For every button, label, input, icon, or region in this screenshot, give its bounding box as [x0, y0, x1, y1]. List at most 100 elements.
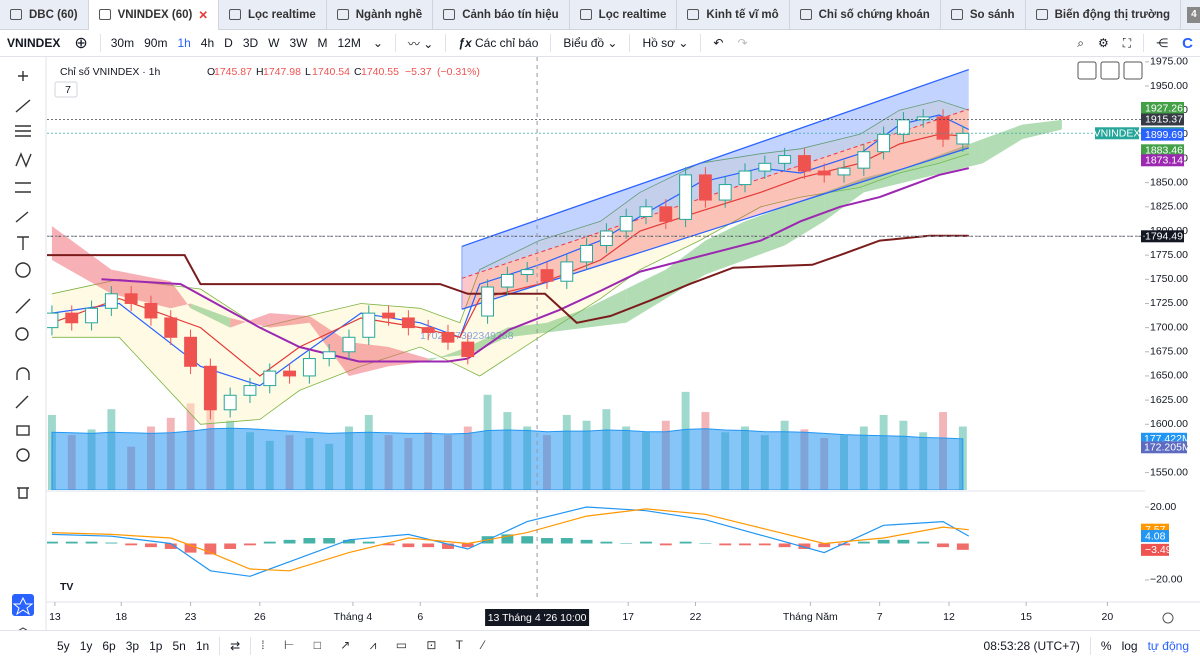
- candle-body: [877, 133, 891, 153]
- interval[interactable]: 12M: [337, 36, 361, 50]
- brush-tool[interactable]: [15, 211, 29, 223]
- macd-histogram-bar: [244, 543, 256, 546]
- share-icon[interactable]: ⋲: [1156, 36, 1169, 50]
- trash-tool[interactable]: [17, 487, 29, 499]
- price-tag-label: 1915.37: [1145, 114, 1183, 126]
- range[interactable]: 1n: [195, 638, 210, 653]
- range[interactable]: 3p: [125, 638, 140, 653]
- search-icon[interactable]: ⌕: [1077, 35, 1084, 50]
- profile-menu[interactable]: Hồ sơ ⌄: [642, 36, 689, 50]
- crosshair-tool[interactable]: [18, 71, 28, 81]
- candle-body: [500, 273, 514, 288]
- indicator-toggle[interactable]: [54, 81, 78, 98]
- candle-body: [203, 365, 217, 411]
- tab[interactable]: Chỉ số chứng khoán: [790, 0, 941, 30]
- indicators-button[interactable]: ƒx Các chỉ báo: [458, 36, 539, 50]
- tab[interactable]: 4: [1187, 6, 1200, 23]
- macd-histogram-bar: [263, 541, 276, 544]
- add-symbol[interactable]: ⊕: [74, 35, 88, 52]
- tab[interactable]: Biến động thị trường: [1026, 0, 1182, 30]
- tab[interactable]: Lọc realtime: [570, 0, 678, 30]
- pane-collapse[interactable]: [1100, 61, 1120, 80]
- range[interactable]: 6p: [102, 638, 116, 653]
- interval[interactable]: 90m: [144, 36, 168, 50]
- percent-toggle[interactable]: %: [1100, 638, 1112, 653]
- goto-date[interactable]: ⇄: [230, 638, 241, 653]
- lock-drawing-tool[interactable]: [15, 395, 29, 409]
- favorites-button[interactable]: [12, 594, 34, 616]
- range[interactable]: 1p: [149, 638, 163, 653]
- candle-body: [698, 174, 712, 201]
- tab[interactable]: DBC (60): [0, 0, 89, 30]
- candle-body: [342, 336, 356, 353]
- undo[interactable]: ↶: [713, 36, 724, 50]
- drawing-tools[interactable]: [15, 71, 32, 499]
- cloud-segment: [863, 168, 904, 193]
- auto-toggle[interactable]: tự động: [1147, 638, 1189, 653]
- range[interactable]: 1y: [79, 638, 93, 653]
- hide-tool[interactable]: [16, 448, 30, 462]
- interval[interactable]: 1h: [177, 36, 191, 50]
- interval[interactable]: 30m: [110, 36, 135, 50]
- symbol-tag: [1095, 127, 1139, 140]
- price-tag: [1141, 101, 1184, 114]
- fullscreen-icon[interactable]: ⛶: [1122, 35, 1132, 50]
- macd-histogram-bar: [838, 543, 850, 546]
- tab[interactable]: Cảnh báo tín hiệu: [433, 0, 570, 30]
- zoom-tool[interactable]: [15, 327, 29, 341]
- chart-style[interactable]: 〰 ⌄: [407, 36, 434, 51]
- emoji-tool[interactable]: [15, 262, 31, 278]
- range[interactable]: 5n: [172, 638, 186, 653]
- candle-body: [362, 312, 376, 338]
- x-tick-label: Tháng 4: [334, 611, 373, 623]
- tab[interactable]: Kinh tế vĩ mô: [677, 0, 790, 30]
- interval[interactable]: 3D: [242, 36, 259, 50]
- volume-tag: [1141, 441, 1187, 454]
- pane-down[interactable]: [1077, 61, 1097, 80]
- ranges: 5y 1y 6p 3p 1p 5n 1n: [52, 639, 214, 653]
- candle-body: [758, 162, 772, 172]
- redo[interactable]: ↷: [737, 36, 748, 50]
- tab[interactable]: So sánh: [941, 0, 1026, 30]
- tab[interactable]: Lọc realtime: [219, 0, 327, 30]
- macd-histogram-bar: [323, 538, 336, 544]
- price-tag-label: 1899.69: [1145, 129, 1183, 141]
- drawing-bar[interactable]: ⁞ ⊢ □ ↗ ⩘ ▭ ⊡ T ⁄: [261, 638, 493, 652]
- projection-tool[interactable]: [15, 182, 31, 193]
- fib-tool[interactable]: [15, 125, 31, 137]
- settings-icon[interactable]: [1162, 612, 1174, 624]
- tab-icon: [1035, 9, 1048, 20]
- trendline-tool[interactable]: [15, 99, 31, 113]
- symbol[interactable]: VNINDEX: [7, 36, 61, 50]
- interval-menu[interactable]: ⌄: [372, 36, 383, 50]
- macd-histogram-bar: [739, 543, 751, 546]
- candle-body: [47, 312, 59, 329]
- log-toggle[interactable]: log: [1121, 638, 1138, 653]
- channel-upper: [461, 68, 969, 248]
- tab-label: 4: [1191, 9, 1197, 20]
- candle-body: [243, 385, 257, 396]
- chart-title: Chỉ số VNINDEX · 1h: [60, 66, 161, 78]
- settings-icon[interactable]: ⚙: [1097, 36, 1109, 50]
- bottom-bar: 5y 1y 6p 3p 1p 5n 1n ⇄ ⁞ ⊢ □ ↗ ⩘ ▭ ⊡ T ⁄ 08:53…: [0, 630, 1200, 660]
- range[interactable]: 5y: [57, 638, 70, 653]
- price-tag-label: 1883.46: [1145, 145, 1183, 157]
- indicator-line: [47, 234, 969, 324]
- interval[interactable]: 4h: [200, 36, 215, 50]
- interval[interactable]: M: [317, 36, 328, 50]
- pattern-tool[interactable]: [15, 152, 32, 168]
- chart-label: Biểu đồ: [563, 36, 605, 50]
- interval[interactable]: D: [224, 36, 233, 50]
- text-tool[interactable]: [17, 236, 29, 250]
- tab[interactable]: Ngành nghề: [327, 0, 434, 30]
- separator: [700, 34, 702, 52]
- lock-tool[interactable]: [16, 425, 30, 436]
- magnet-tool[interactable]: [16, 367, 30, 380]
- interval[interactable]: 3W: [289, 36, 308, 50]
- tab[interactable]: VNINDEX (60) ✕: [88, 0, 219, 30]
- interval[interactable]: W: [268, 36, 280, 50]
- chart-menu[interactable]: Biểu đồ ⌄: [563, 36, 618, 50]
- y-tick-label: 1600.00: [1150, 418, 1188, 430]
- ruler-tool[interactable]: [15, 298, 31, 314]
- pane-maximize[interactable]: [1123, 61, 1143, 80]
